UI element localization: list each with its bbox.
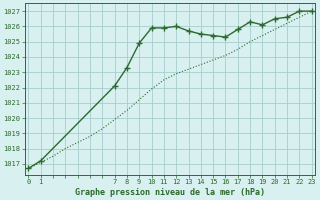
X-axis label: Graphe pression niveau de la mer (hPa): Graphe pression niveau de la mer (hPa)	[75, 188, 265, 197]
